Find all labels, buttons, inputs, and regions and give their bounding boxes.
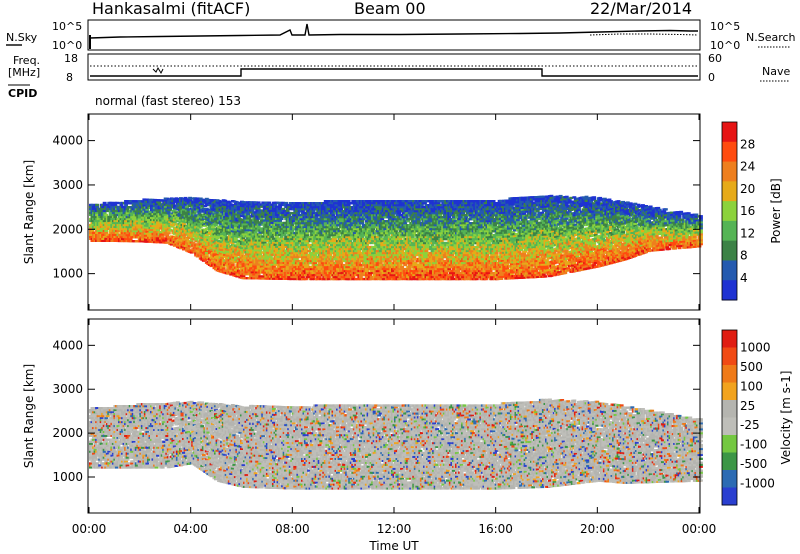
velocity-colorbar-tick: 25	[740, 399, 755, 413]
power-colorbar: 4 8 12 16 20 24 28 Power [dB]	[721, 121, 783, 301]
power-ytick-label: 3000	[52, 178, 83, 192]
power-colorbar-band	[722, 220, 737, 242]
power-echo-cells	[89, 194, 703, 281]
velocity-colorbar-label: Velocity [m s-1]	[779, 371, 793, 465]
power-colorbar-band	[722, 122, 737, 143]
velocity-colorbar-band	[722, 382, 737, 401]
velocity-colorbar-band	[722, 452, 737, 471]
power-colorbar-band	[722, 201, 737, 222]
noise-sky-line	[89, 23, 698, 39]
power-ytick-label: 1000	[52, 267, 83, 281]
station-title: Hankasalmi (fitACF)	[92, 0, 250, 18]
velocity-colorbar-tick: 500	[740, 360, 763, 374]
power-colorbar-band	[722, 161, 737, 182]
velocity-panel: 1000 2000 3000 4000 Slant Range [km]	[22, 318, 703, 514]
nsky-label: N.Sky	[6, 32, 37, 44]
time-tick-label: 00:00	[682, 522, 717, 536]
noise-left-bottom-tick: 10^0	[52, 40, 82, 52]
time-tick-label: 12:00	[377, 522, 412, 536]
velocity-ytick-label: 4000	[52, 338, 83, 352]
time-axis: 00:00 04:00 08:00 12:00 16:00 20:00 00:00 Time …	[72, 522, 717, 553]
velocity-colorbar: 1000 500 100 25 -25 -100 -500 -1000 Velocity [m …	[721, 329, 793, 506]
power-colorbar-band	[722, 141, 737, 163]
power-colorbar-tick: 4	[740, 271, 748, 285]
freq-right-bottom-tick: 0	[708, 72, 715, 84]
power-colorbar-band	[722, 240, 737, 261]
time-tick-label: 00:00	[72, 522, 107, 536]
power-colorbar-label: Power [dB]	[769, 178, 783, 243]
noise-panel-frame	[87, 19, 701, 51]
beam-title: Beam 00	[354, 0, 426, 18]
freq-spike	[152, 66, 164, 75]
power-ylabel: Slant Range [km]	[22, 160, 36, 264]
power-colorbar-tick: 20	[740, 182, 755, 196]
velocity-colorbar-tick: -25	[740, 418, 760, 432]
power-colorbar-band	[722, 280, 737, 301]
velocity-colorbar-band	[722, 330, 737, 348]
velocity-colorbar-band	[722, 487, 737, 506]
velocity-colorbar-tick: 1000	[740, 340, 771, 354]
power-colorbar-band	[722, 181, 737, 202]
velocity-colorbar-band	[722, 417, 737, 436]
velocity-ytick-label: 3000	[52, 382, 83, 396]
nsearch-label: N.Search	[746, 32, 796, 44]
noise-search-line	[589, 33, 699, 36]
velocity-colorbar-band	[722, 435, 737, 453]
noise-right-bottom-tick: 10^0	[710, 40, 740, 52]
velocity-colorbar-tick: -1000	[740, 477, 775, 491]
freq-line	[90, 68, 698, 77]
nave-label: Nave	[762, 66, 790, 78]
noise-left-top-tick: 10^5	[52, 21, 82, 33]
power-panel: 1000 2000 3000 4000 Slant Range [km]	[22, 113, 703, 311]
mode-text: normal (fast stereo) 153	[95, 95, 241, 107]
noise-right-top-tick: 10^5	[710, 21, 740, 33]
power-colorbar-band	[722, 260, 737, 281]
velocity-colorbar-band	[722, 470, 737, 488]
velocity-colorbar-tick: 100	[740, 379, 763, 393]
freq-panel-frame	[87, 53, 701, 81]
cpid-label: CPID	[8, 88, 37, 100]
time-tick-label: 20:00	[580, 522, 615, 536]
velocity-ytick-label: 2000	[52, 426, 83, 440]
freq-left-bottom-tick: 8	[66, 72, 73, 84]
time-tick-label: 08:00	[275, 522, 310, 536]
velocity-ytick-label: 1000	[52, 470, 83, 484]
power-colorbar-tick: 28	[740, 137, 755, 151]
power-ytick-label: 4000	[52, 134, 83, 148]
power-colorbar-tick: 24	[740, 160, 755, 174]
time-tick-label: 04:00	[173, 522, 208, 536]
velocity-ylabel: Slant Range [km]	[22, 364, 36, 468]
velocity-colorbar-tick: -500	[740, 457, 767, 471]
power-colorbar-tick: 16	[740, 204, 755, 218]
date-title: 22/Mar/2014	[590, 0, 692, 18]
power-colorbar-tick: 8	[740, 249, 748, 263]
power-ytick-label: 2000	[52, 222, 83, 236]
velocity-colorbar-band	[722, 365, 737, 383]
velocity-colorbar-band	[722, 347, 737, 366]
velocity-colorbar-tick: -100	[740, 438, 767, 452]
freq-right-top-tick: 60	[708, 53, 722, 65]
velocity-echo-cells	[89, 398, 703, 490]
freq-label: Freq.	[13, 55, 40, 67]
time-axis-label: Time UT	[368, 539, 419, 553]
time-tick-label: 16:00	[478, 522, 513, 536]
freq-left-top-tick: 18	[64, 53, 78, 65]
power-colorbar-tick: 12	[740, 226, 755, 240]
velocity-colorbar-frame	[721, 329, 738, 506]
velocity-colorbar-band	[722, 400, 737, 418]
power-colorbar-frame	[721, 121, 738, 301]
freq-unit-label: [MHz]	[8, 67, 40, 79]
